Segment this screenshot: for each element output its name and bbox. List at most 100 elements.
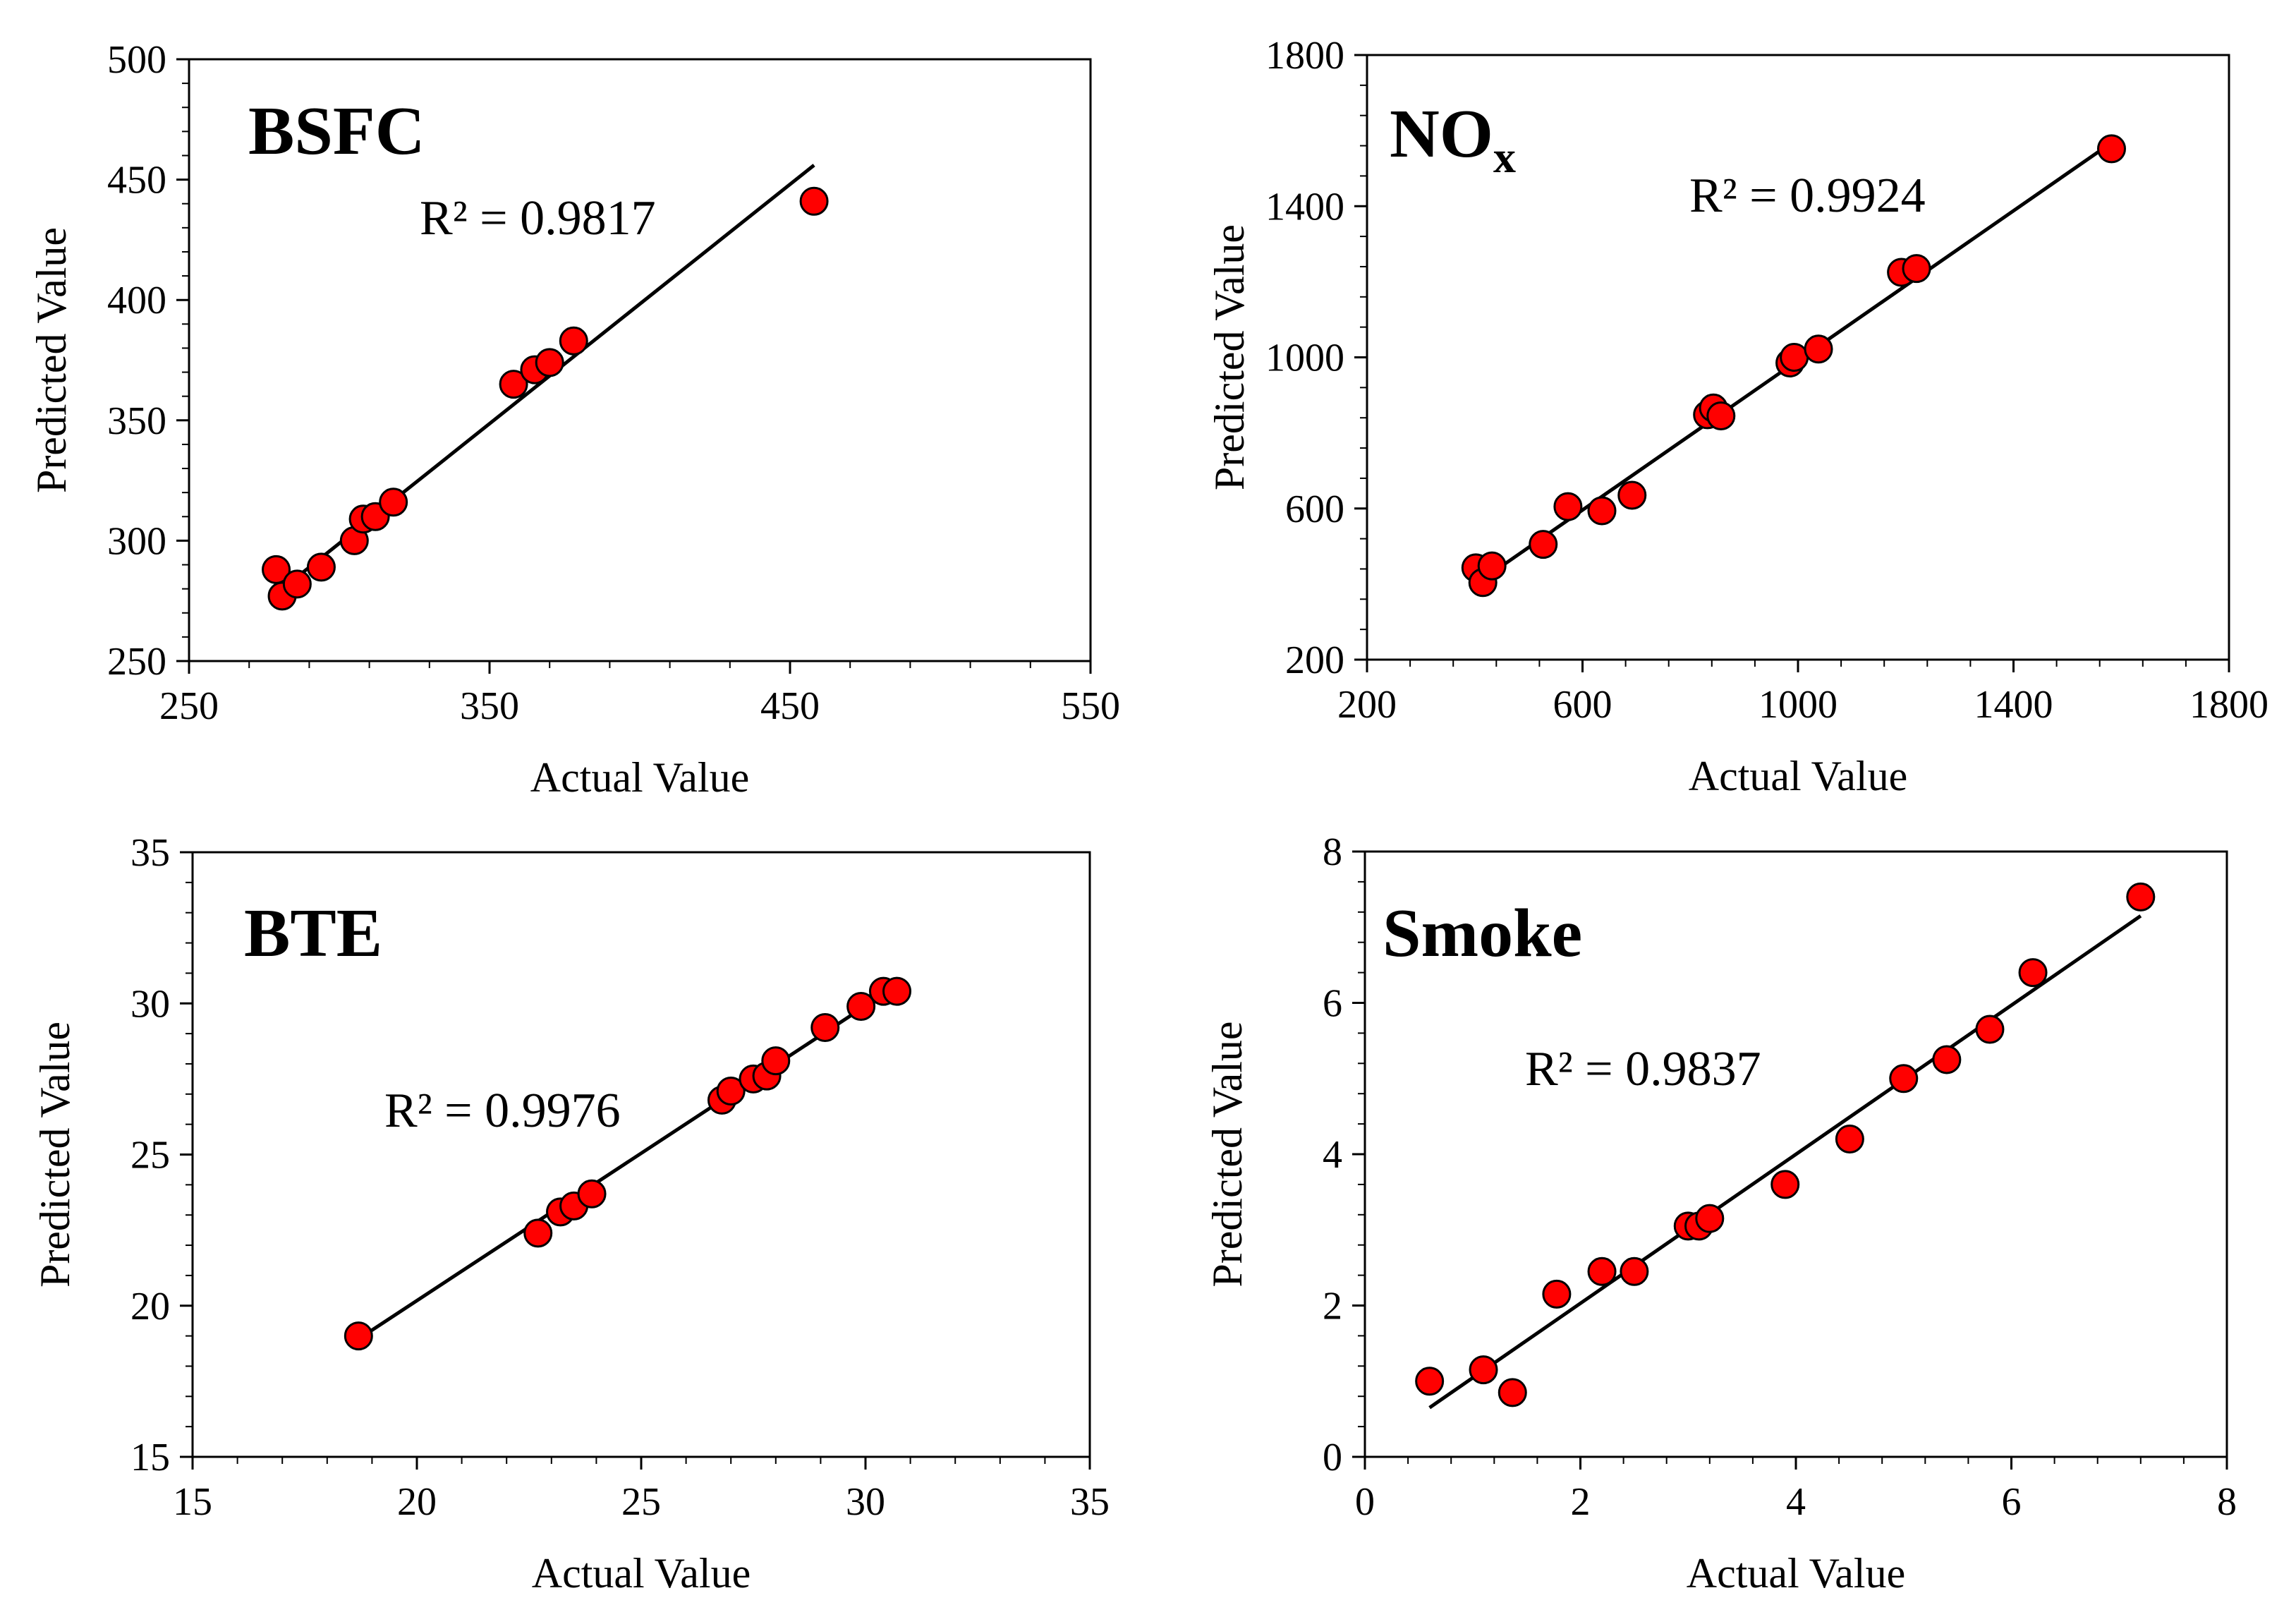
panel-title: Smoke — [1383, 895, 1582, 971]
data-point — [1498, 1378, 1527, 1407]
panel-title: BTE — [244, 895, 382, 971]
r-squared-annotation: R² = 0.9817 — [420, 191, 656, 246]
data-point — [1889, 1064, 1919, 1094]
y-tick-label: 2 — [1323, 1285, 1342, 1328]
data-point — [810, 1013, 840, 1043]
data-point — [1902, 254, 1931, 284]
y-tick-label: 20 — [130, 1285, 170, 1328]
data-point — [1553, 492, 1583, 521]
x-axis-title: Actual Value — [1687, 1550, 1905, 1597]
y-tick-label: 300 — [107, 519, 166, 563]
y-tick-label: 4 — [1323, 1133, 1342, 1177]
data-point — [2018, 958, 2048, 988]
data-point — [1529, 530, 1558, 559]
data-point — [1542, 1279, 1572, 1309]
plot-frame — [188, 58, 1092, 662]
x-tick-label: 4 — [1786, 1480, 1806, 1524]
x-tick-label: 600 — [1553, 683, 1612, 727]
x-axis-title: Actual Value — [1689, 753, 1907, 799]
data-point — [499, 370, 528, 399]
data-point — [1620, 1256, 1649, 1286]
y-axis-title: Predicted Value — [32, 1022, 78, 1288]
x-tick-label: 2 — [1571, 1480, 1591, 1524]
y-tick-label: 350 — [107, 399, 166, 443]
chart-panel-no: 200 600 1000 1400 1800 200 600 1000 1400 1800 Actu… — [1206, 34, 2268, 799]
y-tick-label: 8 — [1323, 830, 1342, 874]
y-tick-label: 1800 — [1265, 34, 1344, 78]
panel-title-subscript: x — [1493, 132, 1516, 182]
x-axis-title: Actual Value — [530, 754, 749, 801]
x-tick-label: 350 — [460, 684, 519, 728]
y-tick-label: 0 — [1323, 1436, 1342, 1479]
x-tick-label: 0 — [1355, 1480, 1375, 1524]
y-tick-label: 250 — [107, 640, 166, 684]
x-tick-label: 25 — [621, 1480, 661, 1524]
y-tick-label: 400 — [107, 279, 166, 322]
y-tick-label: 200 — [1285, 638, 1344, 682]
trend-line — [1428, 914, 2142, 1410]
data-point — [1617, 480, 1647, 510]
data-point — [1587, 496, 1617, 526]
y-tick-label: 1000 — [1265, 337, 1344, 380]
data-point — [379, 487, 408, 517]
data-point — [846, 992, 876, 1022]
x-tick-label: 8 — [2217, 1480, 2237, 1524]
y-tick-label: 600 — [1285, 487, 1344, 531]
y-tick-label: 450 — [107, 159, 166, 202]
x-tick-label: 6 — [2002, 1480, 2022, 1524]
y-tick-label: 35 — [130, 831, 170, 875]
data-point — [1706, 401, 1736, 431]
x-tick-label: 35 — [1070, 1480, 1110, 1524]
x-tick-label: 550 — [1061, 684, 1120, 728]
data-point — [282, 569, 312, 599]
x-axis-title: Actual Value — [532, 1550, 751, 1597]
x-tick-label: 30 — [846, 1480, 885, 1524]
chart-panel-bsfc: 250 350 450 550 250 300 350 400 450 500 Actual Val… — [28, 38, 1120, 801]
data-point — [1695, 1204, 1725, 1233]
data-point — [1477, 551, 1507, 581]
r-squared-annotation: R² = 0.9924 — [1689, 169, 1926, 223]
x-tick-label: 1000 — [1759, 683, 1838, 727]
data-point — [1804, 334, 1833, 364]
data-point — [761, 1046, 791, 1076]
data-point — [535, 348, 564, 377]
x-tick-label: 20 — [397, 1480, 437, 1524]
x-tick-label: 200 — [1337, 683, 1397, 727]
y-tick-label: 500 — [107, 38, 166, 82]
r-squared-annotation: R² = 0.9837 — [1525, 1042, 1761, 1096]
data-point — [799, 186, 829, 216]
data-point — [2126, 882, 2156, 912]
data-point — [559, 326, 588, 356]
chart-panel-bte: 15 20 25 30 35 15 20 25 30 35 Actual Value Predicte… — [32, 831, 1110, 1597]
trend-line — [357, 983, 898, 1340]
data-point — [523, 1218, 553, 1248]
x-tick-label: 450 — [760, 684, 820, 728]
y-axis-title: Predicted Value — [1206, 224, 1253, 490]
data-point — [2097, 134, 2127, 164]
y-axis-title: Predicted Value — [1204, 1021, 1251, 1287]
data-point — [1975, 1015, 2005, 1044]
y-tick-label: 30 — [130, 982, 170, 1026]
x-tick-label: 250 — [159, 684, 219, 728]
data-point — [577, 1179, 607, 1209]
data-point — [1469, 1355, 1498, 1385]
data-point — [1415, 1367, 1445, 1396]
data-point — [1835, 1125, 1864, 1154]
data-point — [1780, 343, 1809, 372]
y-tick-label: 15 — [130, 1436, 170, 1479]
x-tick-label: 1400 — [1974, 683, 2053, 727]
data-point — [344, 1321, 373, 1351]
data-point — [882, 976, 912, 1006]
y-axis-title: Predicted Value — [28, 227, 75, 493]
x-tick-label: 1800 — [2189, 683, 2268, 727]
panel-title: NOx — [1390, 96, 1516, 182]
data-point — [306, 552, 336, 582]
y-tick-label: 25 — [130, 1134, 170, 1177]
data-point — [1587, 1256, 1617, 1286]
panel-title: BSFC — [248, 93, 425, 169]
y-tick-label: 6 — [1323, 982, 1342, 1026]
data-point — [716, 1077, 746, 1106]
x-tick-label: 15 — [173, 1480, 212, 1524]
data-point — [1932, 1045, 1962, 1074]
